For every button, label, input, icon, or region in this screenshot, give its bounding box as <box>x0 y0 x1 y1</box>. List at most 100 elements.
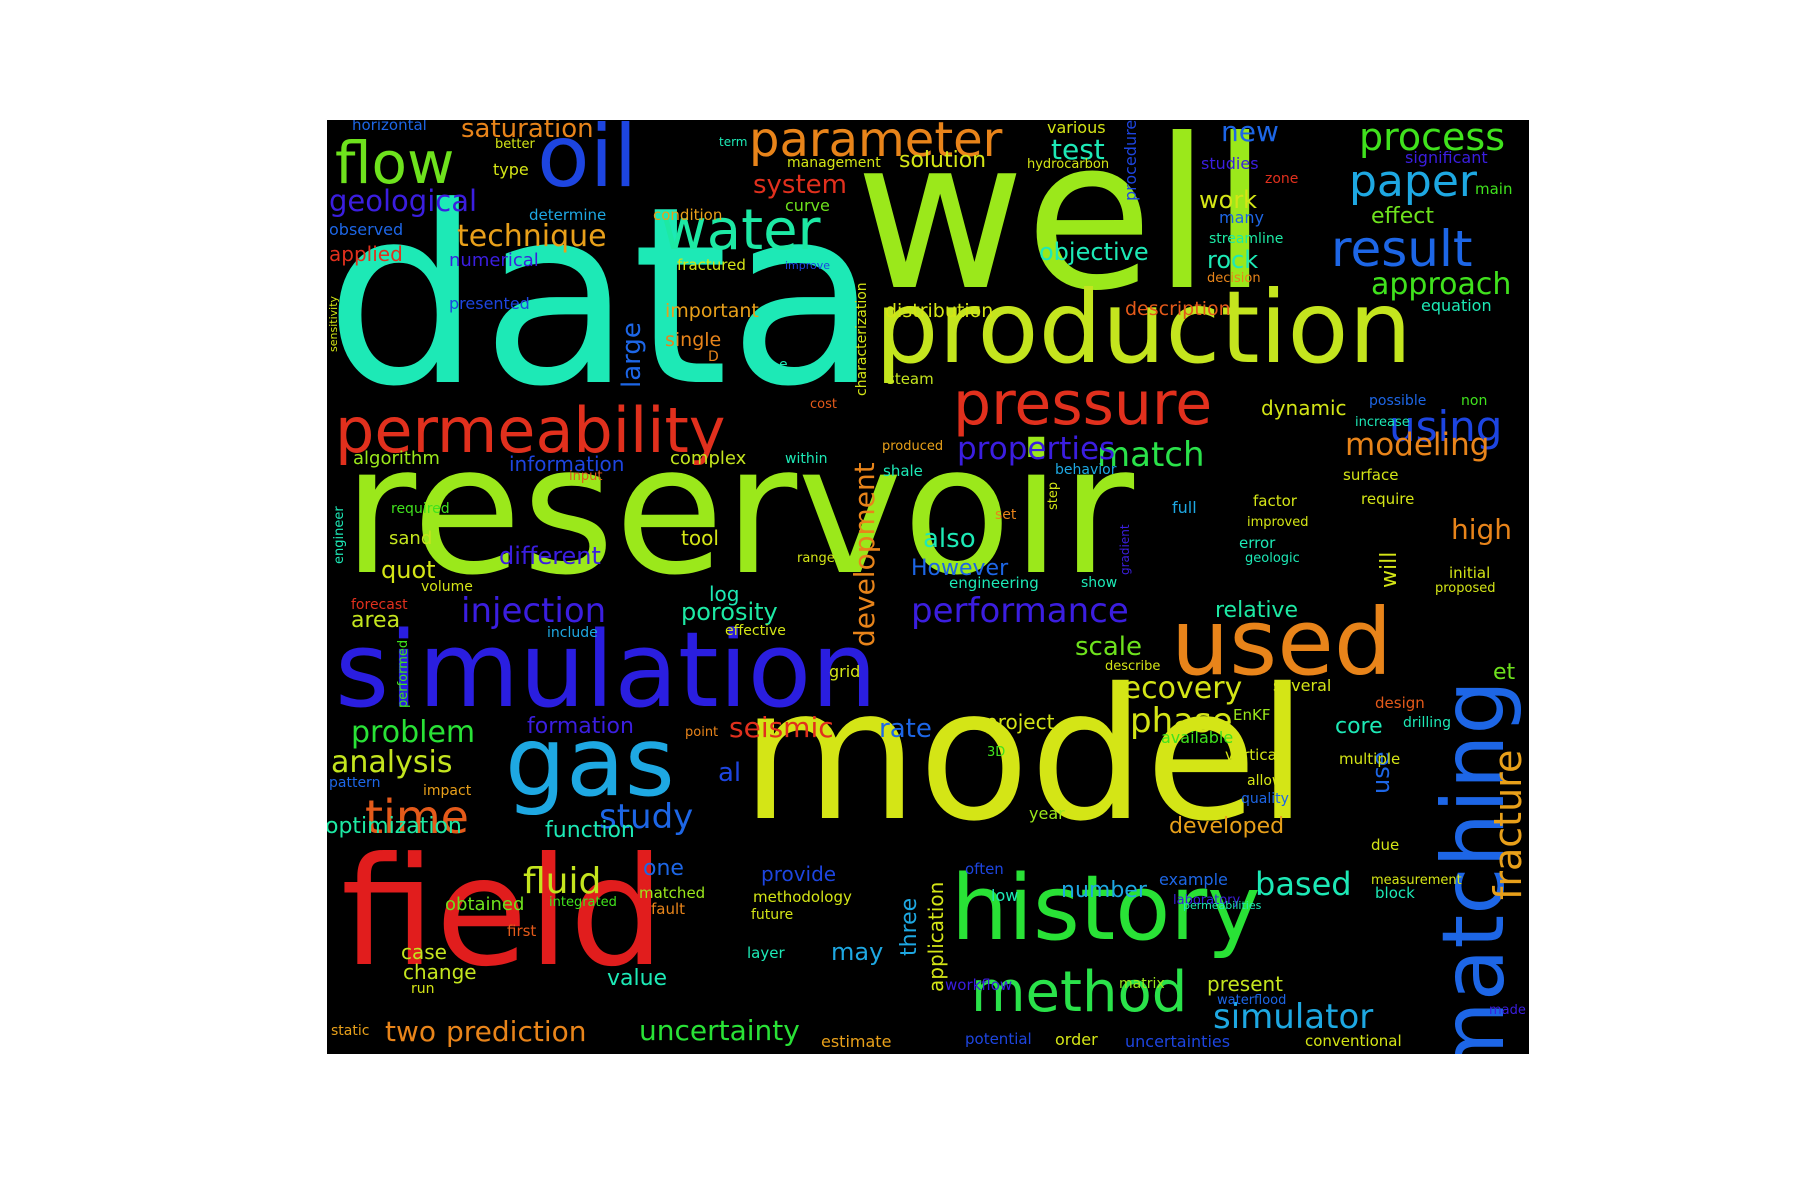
word-two: two <box>385 1015 437 1048</box>
word-integrated: integrated <box>549 895 617 910</box>
word-paper: paper <box>1349 156 1477 207</box>
word-data: data <box>327 155 880 441</box>
word-dynamic: dynamic <box>1261 396 1347 420</box>
word-matched: matched <box>639 884 706 902</box>
word-field: field <box>341 826 665 1000</box>
word-better: better <box>495 137 535 152</box>
word-full: full <box>1172 498 1197 517</box>
word-function: function <box>545 818 635 843</box>
word-type: type <box>493 160 529 179</box>
word-development: development <box>848 462 881 647</box>
word-value: value <box>607 966 668 991</box>
word-improved: improved <box>1247 515 1309 530</box>
word-sand: sand <box>389 528 433 549</box>
word-block: block <box>1375 884 1415 902</box>
word-surface: surface <box>1343 466 1399 484</box>
word-show: show <box>1081 575 1118 591</box>
word-produced: produced <box>882 439 944 454</box>
word-complex: complex <box>670 448 747 469</box>
word-one: one <box>643 856 684 881</box>
word-optimization: optimization <box>327 814 462 839</box>
word-several: several <box>1273 676 1332 695</box>
word-project: project <box>985 710 1055 734</box>
word-fractured: fractured <box>677 256 746 274</box>
word-laboratory: laboratory <box>1173 893 1241 908</box>
word-volume: volume <box>421 579 473 595</box>
word-streamline: streamline <box>1209 231 1284 247</box>
word-shale: shale <box>883 462 923 480</box>
word-may: may <box>831 938 884 966</box>
word-information: information <box>509 452 625 476</box>
word-description: description <box>1125 298 1231 320</box>
word-range: range <box>797 551 835 566</box>
word-permeability: permeability <box>335 394 726 467</box>
word-EnKF: EnKF <box>1233 706 1271 724</box>
word-waterflood: waterflood <box>1217 993 1287 1008</box>
word-flow: flow <box>335 129 455 197</box>
word-test: test <box>1051 133 1105 166</box>
word-solution: solution <box>899 148 987 173</box>
word-characterization: characterization <box>854 282 870 396</box>
word-D: D <box>708 349 719 365</box>
word-recovery: recovery <box>1111 671 1243 706</box>
word-high: high <box>1451 513 1513 546</box>
word-point: point <box>685 725 719 740</box>
word-quot: quot <box>381 556 436 584</box>
word-available: available <box>1161 728 1234 747</box>
word-require: require <box>1361 490 1415 508</box>
word-non: non <box>1461 393 1488 409</box>
word-required: required <box>391 501 450 517</box>
word-studies: studies <box>1201 154 1259 173</box>
word-relative: relative <box>1215 598 1298 623</box>
word-scale: scale <box>1075 632 1142 662</box>
word-problem: problem <box>351 715 476 750</box>
word-performance: performance <box>911 591 1129 631</box>
word-increase: increase <box>1355 415 1410 430</box>
word-order: order <box>1055 1030 1098 1049</box>
word-case: case <box>401 940 447 964</box>
word-rock: rock <box>1207 246 1259 274</box>
word-error: error <box>1239 534 1276 552</box>
word-et: et <box>1493 660 1516 685</box>
word-low: low <box>991 886 1019 905</box>
word-hydrocarbon: hydrocarbon <box>1027 157 1110 172</box>
word-production: production <box>875 269 1412 386</box>
word-properties: properties <box>957 431 1116 467</box>
word-formation: formation <box>527 714 634 739</box>
word-change: change <box>403 960 477 984</box>
word-example: example <box>1159 870 1228 889</box>
word-zone: zone <box>1265 171 1299 187</box>
word-condition: condition <box>653 206 723 224</box>
word-determine: determine <box>529 206 607 224</box>
word-significant: significant <box>1405 148 1488 167</box>
word-potential: potential <box>965 1030 1032 1048</box>
word-equation: equation <box>1421 296 1492 315</box>
word-curve: curve <box>785 196 830 215</box>
word-application: application <box>924 881 948 992</box>
word-gas: gas <box>505 706 675 818</box>
word-phase: phase <box>1130 701 1233 741</box>
word-proposed: proposed <box>1435 581 1496 596</box>
word-methodology: methodology <box>753 888 852 906</box>
word-3D: 3D <box>987 745 1006 760</box>
word-steam: steam <box>887 370 934 388</box>
word-improve: improve <box>785 259 831 272</box>
word-work: work <box>1199 186 1258 214</box>
word-term: term <box>719 135 748 149</box>
word-sensitivity: sensitivity <box>327 295 340 352</box>
word-distribution: distribution <box>885 300 994 322</box>
word-describe: describe <box>1105 659 1161 674</box>
word-simulation: simulation <box>335 609 878 731</box>
word-saturation: saturation <box>461 120 594 144</box>
word-log: log <box>709 582 740 606</box>
word-effective: effective <box>725 623 786 639</box>
word-reservoir: reservoir <box>343 407 1135 614</box>
word-simulator: simulator <box>1213 997 1374 1037</box>
word-based: based <box>1255 865 1352 903</box>
word-used: used <box>1171 589 1393 696</box>
word-multiple: multiple <box>1339 750 1401 768</box>
word-objective: objective <box>1039 238 1149 266</box>
word-uncertainties: uncertainties <box>1125 1032 1231 1051</box>
word-quality: quality <box>1241 791 1289 807</box>
word-gradient: gradient <box>1118 524 1132 575</box>
